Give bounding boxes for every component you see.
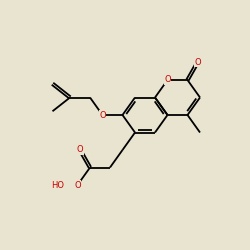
Text: O: O (99, 110, 106, 120)
Text: O: O (74, 180, 81, 190)
Text: O: O (164, 76, 171, 84)
Text: O: O (194, 58, 201, 67)
Text: HO: HO (51, 180, 64, 190)
Text: O: O (77, 146, 83, 154)
